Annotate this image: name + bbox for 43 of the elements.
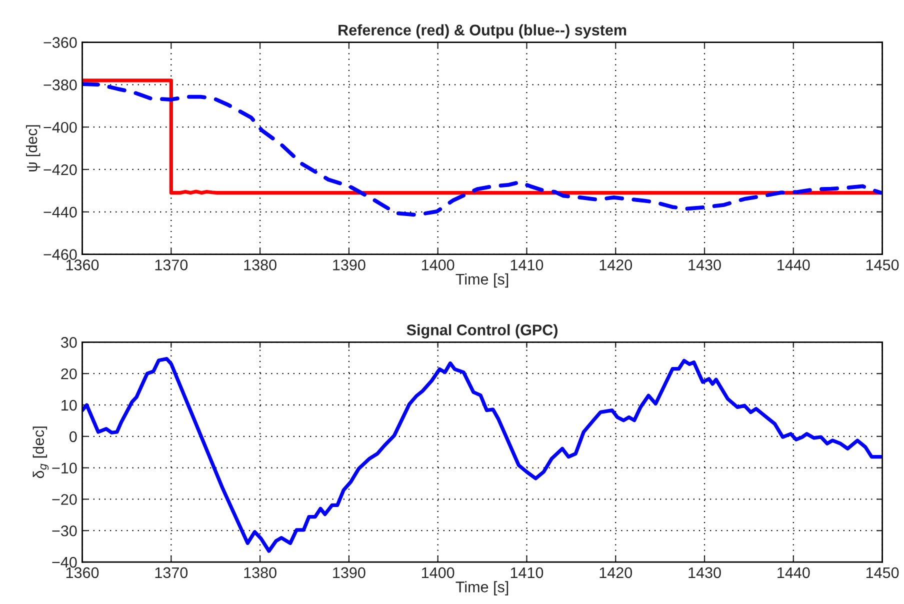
y-tick-label: −30 xyxy=(52,525,77,536)
x-tick-label: 1400 xyxy=(422,260,454,270)
x-tick-label: 1360 xyxy=(66,260,99,270)
line-series xyxy=(82,357,882,553)
x-tick-label: 1420 xyxy=(600,260,632,270)
x-tick-label: 1380 xyxy=(244,567,276,578)
y-tick-label: 10 xyxy=(62,400,77,411)
x-tick-label: 1440 xyxy=(778,567,810,578)
x-tick-label: 1360 xyxy=(66,567,99,578)
x-tick-label: 1450 xyxy=(866,567,899,578)
y-tick-label: −40 xyxy=(52,556,77,568)
y-axis-title: ψ [dec] xyxy=(26,125,40,172)
y-tick-label: −420 xyxy=(44,164,77,176)
y-tick-label: 30 xyxy=(60,337,77,348)
x-tick-label: 1370 xyxy=(155,567,188,578)
chart-title: Reference (red) & Outpu (blue--) system xyxy=(338,24,626,39)
y-tick-label: −20 xyxy=(52,494,77,505)
y-tick-label: −380 xyxy=(44,80,77,90)
x-axis-title: Time [s] xyxy=(456,581,508,596)
x-tick-label: 1420 xyxy=(600,567,632,578)
x-tick-label: 1370 xyxy=(155,260,188,270)
y-tick-label: −400 xyxy=(44,122,77,133)
x-tick-label: 1390 xyxy=(333,567,366,578)
x-tick-label: 1430 xyxy=(688,567,721,578)
x-tick-label: 1410 xyxy=(510,260,544,270)
y-tick-label: −10 xyxy=(52,462,77,474)
x-tick-label: 1390 xyxy=(333,260,366,270)
line-series xyxy=(82,82,882,217)
x-tick-label: 1400 xyxy=(422,567,454,578)
x-tick-label: 1450 xyxy=(866,260,899,270)
line-series xyxy=(82,78,882,195)
x-tick-label: 1380 xyxy=(244,260,276,270)
y-tick-label: −440 xyxy=(44,206,77,218)
y-tick-label: 0 xyxy=(70,431,77,442)
y-tick-label: 20 xyxy=(61,368,77,380)
y-tick-label: −460 xyxy=(44,249,77,260)
x-tick-label: 1440 xyxy=(778,260,810,270)
x-tick-label: 1410 xyxy=(510,567,544,578)
y-tick-label: −360 xyxy=(44,37,77,48)
chart-title: Signal Control (GPC) xyxy=(406,324,558,338)
x-tick-label: 1430 xyxy=(688,260,721,270)
x-axis-title: Time [s] xyxy=(456,273,508,288)
y-axis-title: δ$_{g}$ [dec] xyxy=(32,426,49,478)
